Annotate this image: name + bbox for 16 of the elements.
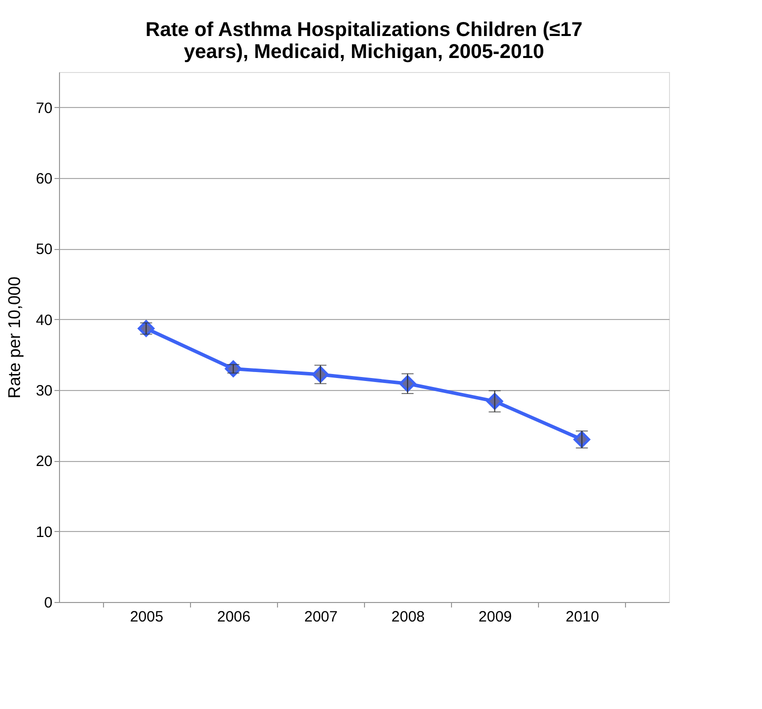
y-tick-label: 40	[36, 312, 52, 329]
y-tick-label: 10	[36, 524, 52, 541]
y-tick-label: 60	[36, 170, 52, 188]
y-tick-label: 0	[44, 594, 52, 612]
y-tick-label: 20	[36, 453, 52, 470]
y-tick-label: 50	[36, 241, 52, 258]
x-tick-label: 2010	[566, 608, 600, 626]
y-tick-label: 70	[36, 100, 52, 117]
x-tick-label: 2009	[478, 608, 512, 626]
y-tick-label: 30	[36, 382, 52, 400]
x-tick-label: 2007	[304, 608, 338, 626]
x-tick-label: 2008	[391, 608, 425, 626]
x-tick-label: 2005	[130, 608, 164, 626]
x-tick-label: 2006	[217, 608, 250, 626]
y-axis-title: Rate per 10,000	[4, 276, 24, 398]
chart-title: Rate of Asthma Hospitalizations Children (≤17 years), Medicaid, Michigan, 2005-2010	[146, 19, 582, 63]
